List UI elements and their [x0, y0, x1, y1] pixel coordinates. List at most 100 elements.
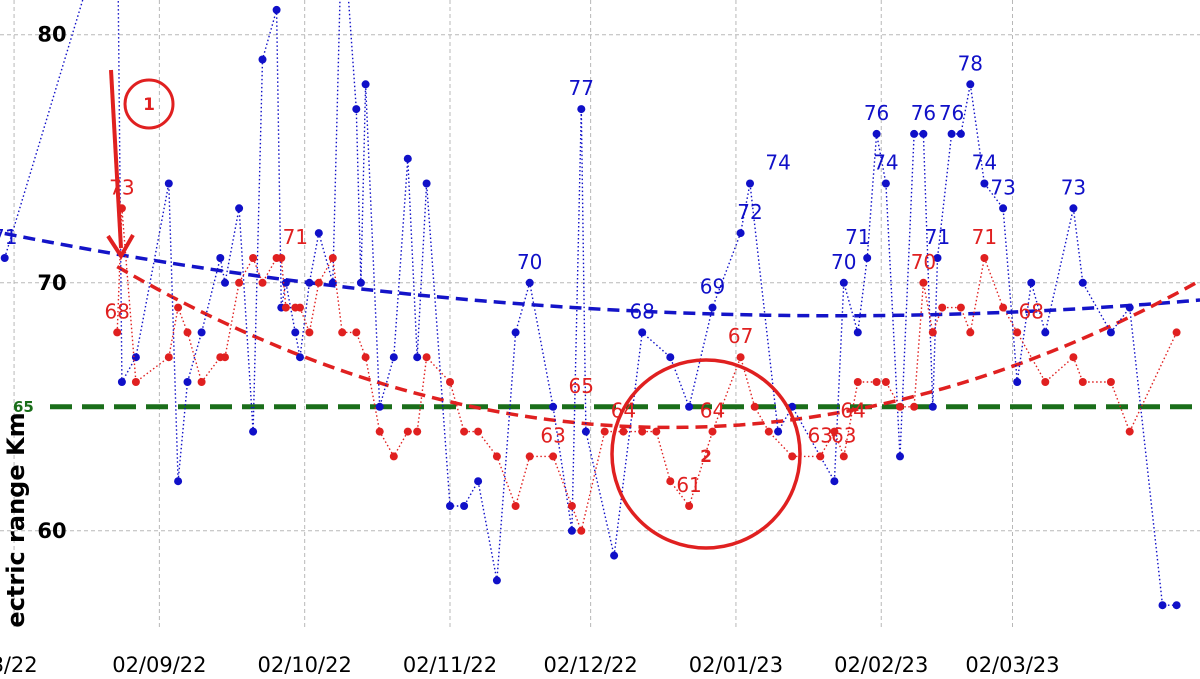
- series-1-point-62: [999, 303, 1008, 312]
- series-0-point-25: [375, 402, 384, 411]
- series-1-point-42: [685, 502, 694, 510]
- series-1-point-36: [577, 526, 586, 535]
- series-1-data-label-14: 68: [1019, 299, 1044, 323]
- series-1-point-3: [164, 353, 173, 362]
- annotation-2-label: 2: [700, 447, 712, 467]
- series-0-point-73: [1172, 601, 1181, 610]
- series-1-point-21: [352, 328, 361, 337]
- series-0-point-65: [1013, 378, 1022, 386]
- series-1-data-label-11: 63: [831, 423, 856, 447]
- series-1-point-50: [839, 452, 848, 461]
- series-1-point-33: [525, 452, 534, 461]
- series-1-point-52: [872, 378, 881, 386]
- y-axis-title: ectric range Km: [2, 412, 30, 627]
- series-0-point-20: [328, 278, 337, 287]
- series-0-point-53: [872, 129, 881, 138]
- series-1-point-59: [956, 303, 965, 312]
- series-0-point-62: [966, 80, 975, 89]
- series-1-point-27: [422, 353, 431, 362]
- series-1-point-61: [980, 254, 989, 262]
- annotation-1-circle: [123, 78, 175, 130]
- series-0-data-label-4: 77: [569, 76, 594, 100]
- x-tick-label-7: 02/03/23: [965, 653, 1059, 677]
- series-0-point-8: [216, 254, 225, 262]
- series-0-point-45: [736, 229, 745, 238]
- series-0-data-label-16: 78: [958, 51, 983, 75]
- series-1-point-30: [474, 427, 483, 436]
- series-0-data-label-0: 71: [0, 225, 17, 249]
- series-1-point-8: [221, 353, 229, 362]
- series-0-point-39: [581, 427, 590, 436]
- series-1-point-64: [1041, 378, 1050, 386]
- series-0-point-37: [567, 526, 576, 535]
- series-0-point-71: [1125, 303, 1134, 312]
- reference-line-label: 65: [13, 398, 34, 416]
- series-0-point-23: [356, 278, 365, 287]
- series-1-data-label-10: 64: [840, 399, 865, 423]
- series-0-point-70: [1106, 328, 1115, 337]
- series-layer: [0, 0, 1181, 610]
- series-1-point-14: [281, 303, 290, 312]
- series-0-point-9: [221, 278, 229, 287]
- series-0-point-64: [999, 204, 1008, 213]
- series-0-point-10: [235, 204, 244, 213]
- series-1-point-45: [750, 402, 759, 411]
- series-0-point-72: [1158, 601, 1167, 610]
- series-1-point-34: [549, 452, 558, 461]
- series-1-point-6: [197, 378, 206, 386]
- series-1-point-10: [249, 254, 258, 262]
- series-1-point-31: [492, 452, 501, 461]
- series-0-point-56: [910, 129, 919, 138]
- series-0-point-13: [272, 5, 281, 14]
- series-1-point-44: [736, 353, 745, 362]
- series-1-point-20: [338, 328, 347, 337]
- series-0-point-52: [863, 254, 872, 262]
- series-0-point-42: [666, 353, 675, 362]
- data-labels: 7186817077686972747071767476717678747373…: [0, 0, 1086, 497]
- series-0-point-40: [610, 551, 619, 560]
- series-0-point-67: [1041, 328, 1050, 337]
- grid: [0, 0, 1200, 630]
- series-0-point-3: [131, 353, 140, 362]
- series-1-point-13: [277, 254, 286, 262]
- series-0-data-label-15: 76: [939, 101, 964, 125]
- series-0-point-19: [314, 229, 323, 238]
- series-0-point-63: [980, 179, 989, 188]
- series-1-line: [116, 208, 1178, 534]
- series-1-point-39: [638, 427, 647, 436]
- series-0-data-label-8: 74: [765, 151, 790, 175]
- axes: 60 70 80 8/22 02/09/22 02/10/22 02/11/22 02/12/…: [0, 23, 1060, 677]
- x-tick-label-0: 8/22: [0, 653, 38, 677]
- y-tick-label-60: 60: [37, 519, 66, 543]
- series-1-data-label-12: 70: [911, 250, 936, 274]
- series-0-point-16: [291, 328, 300, 337]
- x-tick-label-3: 02/11/22: [403, 653, 497, 677]
- series-0-data-label-13: 76: [911, 101, 936, 125]
- series-1-point-51: [853, 378, 862, 386]
- series-1-point-49: [830, 427, 839, 436]
- series-1-point-58: [938, 303, 947, 312]
- series-1-point-67: [1106, 378, 1115, 386]
- series-0-point-27: [403, 154, 412, 163]
- series-0-data-label-5: 68: [629, 299, 654, 323]
- series-0-point-34: [511, 328, 520, 337]
- series-1-point-11: [258, 278, 267, 287]
- series-1-point-9: [235, 278, 244, 287]
- series-0-point-69: [1078, 278, 1087, 287]
- series-1-point-57: [928, 328, 937, 337]
- series-0-point-54: [881, 179, 890, 188]
- series-0-point-49: [830, 477, 839, 486]
- series-1-point-17: [305, 328, 314, 337]
- series-1-point-28: [446, 378, 454, 386]
- series-1-point-63: [1013, 328, 1022, 337]
- series-1-point-40: [652, 427, 661, 436]
- series-1-point-22: [361, 353, 370, 362]
- series-1-point-4: [174, 303, 183, 312]
- series-0-data-label-18: 73: [990, 175, 1015, 199]
- series-0-point-32: [474, 477, 483, 486]
- series-1-point-5: [183, 328, 192, 337]
- series-1-data-label-2: 71: [283, 225, 308, 249]
- series-1-point-66: [1078, 378, 1087, 386]
- y-tick-label-70: 70: [37, 271, 66, 295]
- x-tick-label-5: 02/01/23: [689, 653, 783, 677]
